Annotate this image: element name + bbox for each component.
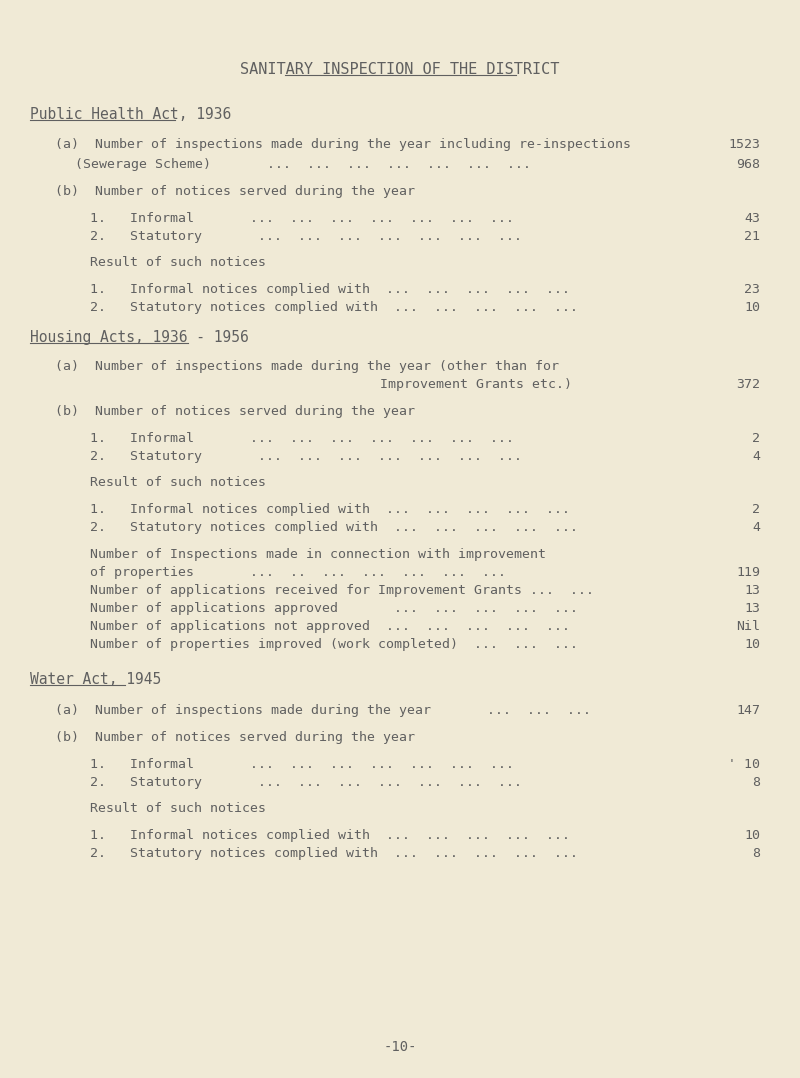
Text: Result of such notices: Result of such notices	[90, 255, 266, 270]
Text: 43: 43	[744, 212, 760, 225]
Text: Number of applications approved       ...  ...  ...  ...  ...: Number of applications approved ... ... …	[90, 602, 578, 616]
Text: 13: 13	[744, 584, 760, 597]
Text: Improvement Grants etc.): Improvement Grants etc.)	[380, 378, 572, 391]
Text: 2.   Statutory notices complied with  ...  ...  ...  ...  ...: 2. Statutory notices complied with ... .…	[90, 521, 578, 534]
Text: 10: 10	[744, 301, 760, 314]
Text: Result of such notices: Result of such notices	[90, 802, 266, 815]
Text: Number of Inspections made in connection with improvement: Number of Inspections made in connection…	[90, 548, 546, 561]
Text: 8: 8	[752, 847, 760, 860]
Text: 2.   Statutory notices complied with  ...  ...  ...  ...  ...: 2. Statutory notices complied with ... .…	[90, 301, 578, 314]
Text: 2: 2	[752, 503, 760, 516]
Text: 4: 4	[752, 521, 760, 534]
Text: (a)  Number of inspections made during the year including re-inspections: (a) Number of inspections made during th…	[55, 138, 631, 151]
Text: 2.   Statutory       ...  ...  ...  ...  ...  ...  ...: 2. Statutory ... ... ... ... ... ... ...	[90, 230, 522, 243]
Text: 10: 10	[744, 829, 760, 842]
Text: 1.   Informal       ...  ...  ...  ...  ...  ...  ...: 1. Informal ... ... ... ... ... ... ...	[90, 758, 514, 771]
Text: (a)  Number of inspections made during the year (other than for: (a) Number of inspections made during th…	[55, 360, 559, 373]
Text: (b)  Number of notices served during the year: (b) Number of notices served during the …	[55, 185, 415, 198]
Text: 147: 147	[736, 704, 760, 717]
Text: 4: 4	[752, 450, 760, 462]
Text: 1.   Informal notices complied with  ...  ...  ...  ...  ...: 1. Informal notices complied with ... ..…	[90, 503, 570, 516]
Text: Housing Acts, 1936 - 1956: Housing Acts, 1936 - 1956	[30, 330, 249, 345]
Text: 372: 372	[736, 378, 760, 391]
Text: 968: 968	[736, 158, 760, 171]
Text: ' 10: ' 10	[728, 758, 760, 771]
Text: 1.   Informal notices complied with  ...  ...  ...  ...  ...: 1. Informal notices complied with ... ..…	[90, 829, 570, 842]
Text: 23: 23	[744, 284, 760, 296]
Text: (b)  Number of notices served during the year: (b) Number of notices served during the …	[55, 731, 415, 744]
Text: Number of properties improved (work completed)  ...  ...  ...: Number of properties improved (work comp…	[90, 638, 578, 651]
Text: 8: 8	[752, 776, 760, 789]
Text: 2.   Statutory notices complied with  ...  ...  ...  ...  ...: 2. Statutory notices complied with ... .…	[90, 847, 578, 860]
Text: SANITARY INSPECTION OF THE DISTRICT: SANITARY INSPECTION OF THE DISTRICT	[240, 63, 560, 77]
Text: Water Act, 1945: Water Act, 1945	[30, 672, 162, 687]
Text: (a)  Number of inspections made during the year       ...  ...  ...: (a) Number of inspections made during th…	[55, 704, 591, 717]
Text: -10-: -10-	[383, 1040, 417, 1054]
Text: Number of applications received for Improvement Grants ...  ...: Number of applications received for Impr…	[90, 584, 594, 597]
Text: 21: 21	[744, 230, 760, 243]
Text: Nil: Nil	[736, 620, 760, 633]
Text: 13: 13	[744, 602, 760, 616]
Text: 119: 119	[736, 566, 760, 579]
Text: Number of applications not approved  ...  ...  ...  ...  ...: Number of applications not approved ... …	[90, 620, 570, 633]
Text: (b)  Number of notices served during the year: (b) Number of notices served during the …	[55, 405, 415, 418]
Text: 10: 10	[744, 638, 760, 651]
Text: (Sewerage Scheme)       ...  ...  ...  ...  ...  ...  ...: (Sewerage Scheme) ... ... ... ... ... ..…	[75, 158, 531, 171]
Text: 1523: 1523	[728, 138, 760, 151]
Text: 2.   Statutory       ...  ...  ...  ...  ...  ...  ...: 2. Statutory ... ... ... ... ... ... ...	[90, 450, 522, 462]
Text: 1.   Informal notices complied with  ...  ...  ...  ...  ...: 1. Informal notices complied with ... ..…	[90, 284, 570, 296]
Text: Public Health Act, 1936: Public Health Act, 1936	[30, 107, 231, 122]
Text: 1.   Informal       ...  ...  ...  ...  ...  ...  ...: 1. Informal ... ... ... ... ... ... ...	[90, 212, 514, 225]
Text: 1.   Informal       ...  ...  ...  ...  ...  ...  ...: 1. Informal ... ... ... ... ... ... ...	[90, 432, 514, 445]
Text: 2: 2	[752, 432, 760, 445]
Text: Result of such notices: Result of such notices	[90, 476, 266, 489]
Text: 2.   Statutory       ...  ...  ...  ...  ...  ...  ...: 2. Statutory ... ... ... ... ... ... ...	[90, 776, 522, 789]
Text: of properties       ...  ..  ...  ...  ...  ...  ...: of properties ... .. ... ... ... ... ...	[90, 566, 506, 579]
